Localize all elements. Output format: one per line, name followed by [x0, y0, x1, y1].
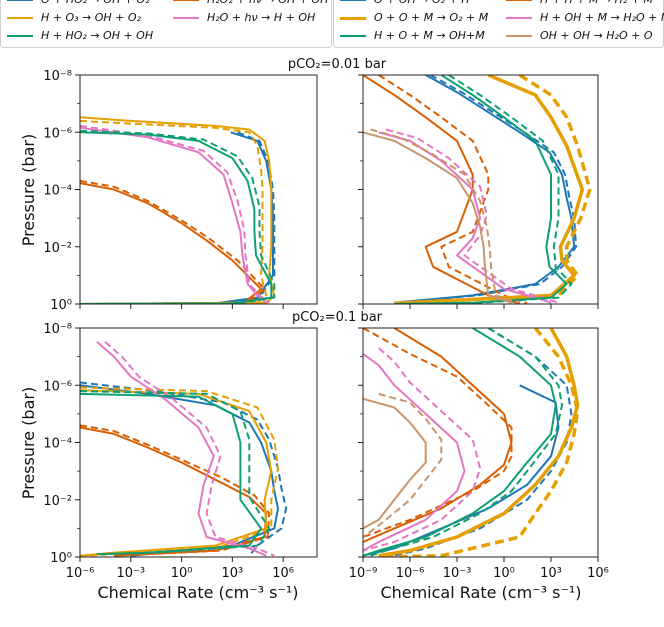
series-line: [80, 129, 276, 304]
series-line: [370, 128, 519, 304]
series-line: [363, 397, 427, 530]
x-tick-label: 10⁻⁶: [66, 566, 95, 581]
series-line: [80, 119, 268, 304]
series-line: [80, 182, 263, 304]
legend-swatch: [173, 17, 199, 19]
series-line: [104, 340, 275, 557]
legend-label: O + OH → O₂ + H: [374, 0, 470, 8]
y-axis-label: Pressure (bar): [19, 134, 38, 246]
x-axis-label: Chemical Rate (cm⁻³ s⁻¹): [97, 583, 298, 602]
x-tick-label: 10⁶: [272, 566, 294, 581]
y-tick-label: 10⁰: [50, 298, 72, 313]
x-tick-label: 10⁻³: [443, 566, 472, 581]
panel-title: pCO₂=0.1 bar: [292, 310, 383, 325]
y-tick-label: 10⁻⁸: [43, 322, 72, 337]
series-line: [80, 426, 268, 557]
legend-label: H + HO₂ → OH + OH: [41, 29, 154, 42]
x-tick-label: 10⁻³: [116, 566, 145, 581]
y-tick-label: 10⁻⁶: [43, 379, 72, 394]
y-tick-label: 10⁻⁶: [43, 126, 72, 141]
series-line: [80, 126, 267, 304]
y-tick-label: 10⁻⁴: [43, 184, 72, 199]
series-line: [394, 75, 585, 304]
series-line: [363, 328, 513, 543]
y-axis-label: Pressure (bar): [19, 387, 38, 499]
legend-swatch: [7, 35, 33, 37]
legend-label: H + OH + M → H₂O + M: [540, 11, 664, 24]
legend-label: O + HO₂ → OH + O₂: [41, 0, 150, 8]
series-line: [96, 340, 267, 557]
series-line: [394, 75, 573, 304]
series-line: [80, 124, 270, 304]
series-line: [363, 131, 512, 304]
legend-swatch: [340, 0, 366, 1]
series-line: [363, 353, 466, 552]
legend-label: O + O + M → O₂ + M: [374, 11, 489, 24]
series-line: [363, 75, 520, 304]
x-tick-label: 10⁰: [493, 566, 515, 581]
legend-label: H + H + M → H₂ + M: [540, 0, 653, 8]
series-line: [394, 75, 592, 304]
series-line: [385, 128, 559, 304]
legend-swatch: [7, 17, 33, 19]
panel-title: pCO₂=0.01 bar: [288, 57, 387, 72]
x-tick-label: 10⁶: [587, 566, 609, 581]
series-line: [394, 75, 568, 304]
legend-swatch: [340, 35, 366, 37]
series-line: [80, 131, 273, 304]
x-tick-label: 10³: [221, 566, 243, 581]
x-tick-label: 10⁻⁹: [349, 566, 378, 581]
series-line: [113, 131, 276, 304]
legend-swatch: [173, 0, 199, 1]
series-line: [394, 75, 578, 304]
y-tick-label: 10⁻⁸: [43, 69, 72, 84]
y-tick-label: 10⁰: [50, 551, 72, 566]
series-line: [363, 347, 482, 552]
legend-left: O + HO₂ → OH + O₂ H₂O₂ + hν → OH + OH H + …: [0, 0, 332, 48]
legend-swatch: [506, 0, 532, 1]
legend-label: H + O₃ → OH + O₂: [41, 11, 141, 24]
legend-swatch: [506, 17, 532, 19]
y-tick-label: 10⁻⁴: [43, 437, 72, 452]
legend-label: H₂O₂ + hν → OH + OH: [207, 0, 328, 8]
series-line: [80, 392, 263, 556]
series-line: [378, 328, 580, 557]
series-line: [80, 424, 271, 557]
legend-swatch: [340, 17, 366, 20]
x-axis-label: Chemical Rate (cm⁻³ s⁻¹): [380, 583, 581, 602]
y-tick-label: 10⁻²: [43, 494, 72, 509]
series-line: [363, 328, 557, 557]
legend-swatch: [7, 0, 33, 1]
x-tick-label: 10³: [540, 566, 562, 581]
series-line: [363, 392, 443, 538]
legend-right: O + OH → O₂ + H H + H + M → H₂ + M O + O +…: [333, 0, 664, 48]
legend-label: H + O + M → OH+M: [374, 29, 485, 42]
legend-label: H₂O + hν → H + OH: [207, 11, 316, 24]
series-line: [378, 75, 528, 304]
x-tick-label: 10⁻⁶: [396, 566, 425, 581]
series-line: [370, 328, 563, 557]
legend-swatch: [506, 35, 532, 37]
y-tick-label: 10⁻²: [43, 241, 72, 256]
series-line: [80, 179, 266, 304]
series-line: [363, 328, 513, 538]
legend-label: OH + OH → H₂O + O: [540, 29, 653, 42]
series-line: [378, 328, 580, 557]
series-line: [80, 390, 271, 556]
x-tick-label: 10⁰: [171, 566, 193, 581]
plot-frame: [79, 327, 318, 558]
